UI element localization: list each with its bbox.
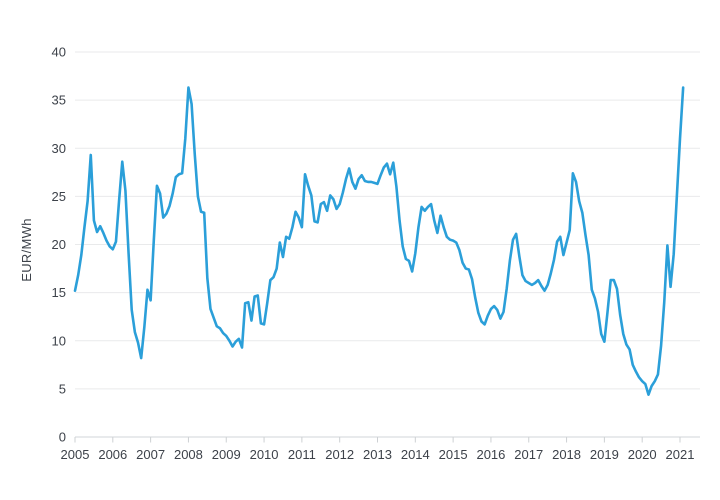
- x-tick-label: 2015: [439, 447, 468, 462]
- x-tick-label: 2012: [325, 447, 354, 462]
- x-tick-label: 2006: [98, 447, 127, 462]
- y-tick-label: 10: [52, 333, 66, 348]
- y-axis-title: EUR/MWh: [19, 218, 34, 282]
- y-axis-tick-labels: 0 5 10 15 20 25 30 35 40: [52, 45, 66, 445]
- x-tick-label: 2007: [136, 447, 165, 462]
- y-tick-label: 25: [52, 189, 66, 204]
- y-tick-label: 40: [52, 45, 66, 60]
- gridlines: [75, 51, 700, 438]
- y-tick-label: 0: [59, 430, 66, 445]
- x-tick-label: 2005: [61, 447, 90, 462]
- x-tick-label: 2008: [174, 447, 203, 462]
- x-axis: [74, 437, 681, 443]
- x-tick-label: 2019: [590, 447, 619, 462]
- x-tick-label: 2009: [212, 447, 241, 462]
- y-tick-label: 15: [52, 285, 66, 300]
- x-tick-label: 2017: [514, 447, 543, 462]
- x-tick-label: 2020: [628, 447, 657, 462]
- y-tick-label: 35: [52, 93, 66, 108]
- y-tick-label: 30: [52, 141, 66, 156]
- x-tick-label: 2011: [288, 447, 316, 462]
- y-tick-label: 20: [52, 237, 66, 252]
- x-tick-label: 2021: [666, 447, 695, 462]
- x-tick-label: 2013: [363, 447, 392, 462]
- x-tick-label: 2016: [476, 447, 505, 462]
- x-tick-label: 2010: [250, 447, 279, 462]
- x-tick-label: 2014: [401, 447, 430, 462]
- y-tick-label: 5: [59, 381, 66, 396]
- price-series-line: [73, 86, 685, 396]
- x-tick-label: 2018: [552, 447, 581, 462]
- x-axis-tick-labels: 2005 2006 2007 2008 2009 2010 2011 2012 2013 2014…: [61, 447, 695, 462]
